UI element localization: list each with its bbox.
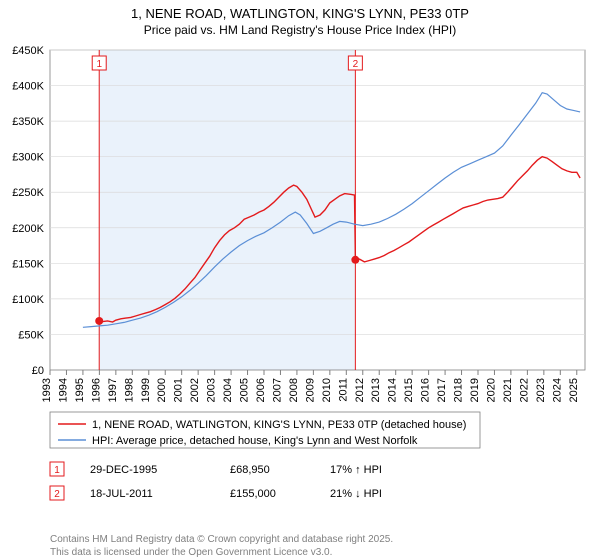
- x-tick-label: 2019: [469, 378, 481, 402]
- legend-label: 1, NENE ROAD, WATLINGTON, KING'S LYNN, P…: [92, 419, 466, 431]
- x-tick-label: 2003: [206, 378, 218, 402]
- event-price: £155,000: [230, 488, 276, 500]
- event-date: 29-DEC-1995: [90, 464, 157, 476]
- event-row-num: 2: [54, 489, 60, 500]
- footer-line1: Contains HM Land Registry data © Crown c…: [50, 534, 393, 545]
- y-tick-label: £100K: [12, 294, 44, 306]
- x-tick-label: 1993: [41, 378, 53, 402]
- x-tick-label: 2013: [370, 378, 382, 402]
- x-tick-label: 2001: [173, 378, 185, 402]
- x-tick-label: 1999: [140, 378, 152, 402]
- x-tick-label: 2000: [156, 378, 168, 402]
- y-tick-label: £0: [32, 365, 44, 377]
- x-tick-label: 2018: [453, 378, 465, 402]
- x-tick-label: 2010: [321, 378, 333, 402]
- y-tick-label: £50K: [18, 329, 44, 341]
- x-tick-label: 2012: [354, 378, 366, 402]
- x-tick-label: 2015: [403, 378, 415, 402]
- event-delta: 21% ↓ HPI: [330, 488, 382, 500]
- x-tick-label: 1997: [107, 378, 119, 402]
- x-tick-label: 1996: [90, 378, 102, 402]
- x-tick-label: 2004: [222, 378, 234, 402]
- chart-title-line1: 1, NENE ROAD, WATLINGTON, KING'S LYNN, P…: [131, 6, 469, 21]
- event-marker-label: 2: [353, 59, 359, 70]
- chart-title-line2: Price paid vs. HM Land Registry's House …: [144, 23, 456, 37]
- y-tick-label: £200K: [12, 223, 44, 235]
- y-tick-label: £450K: [12, 45, 44, 57]
- sale-point: [95, 317, 103, 325]
- x-tick-label: 2024: [551, 378, 563, 402]
- event-list: 1 29-DEC-1995 £68,950 17% ↑ HPI 2 18-JUL-2011…: [50, 462, 382, 500]
- footer-line2: This data is licensed under the Open Gov…: [50, 547, 332, 558]
- x-tick-label: 1994: [57, 378, 69, 402]
- y-tick-label: £350K: [12, 116, 44, 128]
- x-tick-label: 2006: [255, 378, 267, 402]
- x-tick-label: 2014: [387, 378, 399, 402]
- x-tick-label: 2011: [337, 378, 349, 402]
- x-tick-label: 2008: [288, 378, 300, 402]
- event-price: £68,950: [230, 464, 270, 476]
- legend-label: HPI: Average price, detached house, King…: [92, 435, 418, 447]
- event-row-num: 1: [54, 465, 60, 476]
- x-tick-label: 2002: [189, 378, 201, 402]
- y-tick-label: £400K: [12, 81, 44, 93]
- x-tick-label: 2021: [502, 378, 514, 402]
- price-chart: 1, NENE ROAD, WATLINGTON, KING'S LYNN, P…: [0, 0, 600, 560]
- event-date: 18-JUL-2011: [90, 488, 153, 500]
- event-marker-label: 1: [96, 59, 102, 70]
- y-tick-label: £150K: [12, 258, 44, 270]
- x-tick-label: 2025: [568, 378, 580, 402]
- x-tick-label: 2005: [239, 378, 251, 402]
- event-delta: 17% ↑ HPI: [330, 464, 382, 476]
- x-tick-label: 1995: [74, 378, 86, 402]
- x-tick-label: 2017: [436, 378, 448, 402]
- legend: 1, NENE ROAD, WATLINGTON, KING'S LYNN, P…: [50, 412, 480, 448]
- y-tick-label: £300K: [12, 152, 44, 164]
- x-tick-label: 2023: [535, 378, 547, 402]
- x-tick-label: 2009: [304, 378, 316, 402]
- x-tick-label: 2007: [271, 378, 283, 402]
- x-tick-label: 2022: [518, 378, 530, 402]
- x-tick-label: 2016: [420, 378, 432, 402]
- sale-point: [351, 256, 359, 264]
- x-tick-label: 2020: [485, 378, 497, 402]
- x-tick-label: 1998: [123, 378, 135, 402]
- y-tick-label: £250K: [12, 187, 44, 199]
- ownership-band: [99, 50, 355, 370]
